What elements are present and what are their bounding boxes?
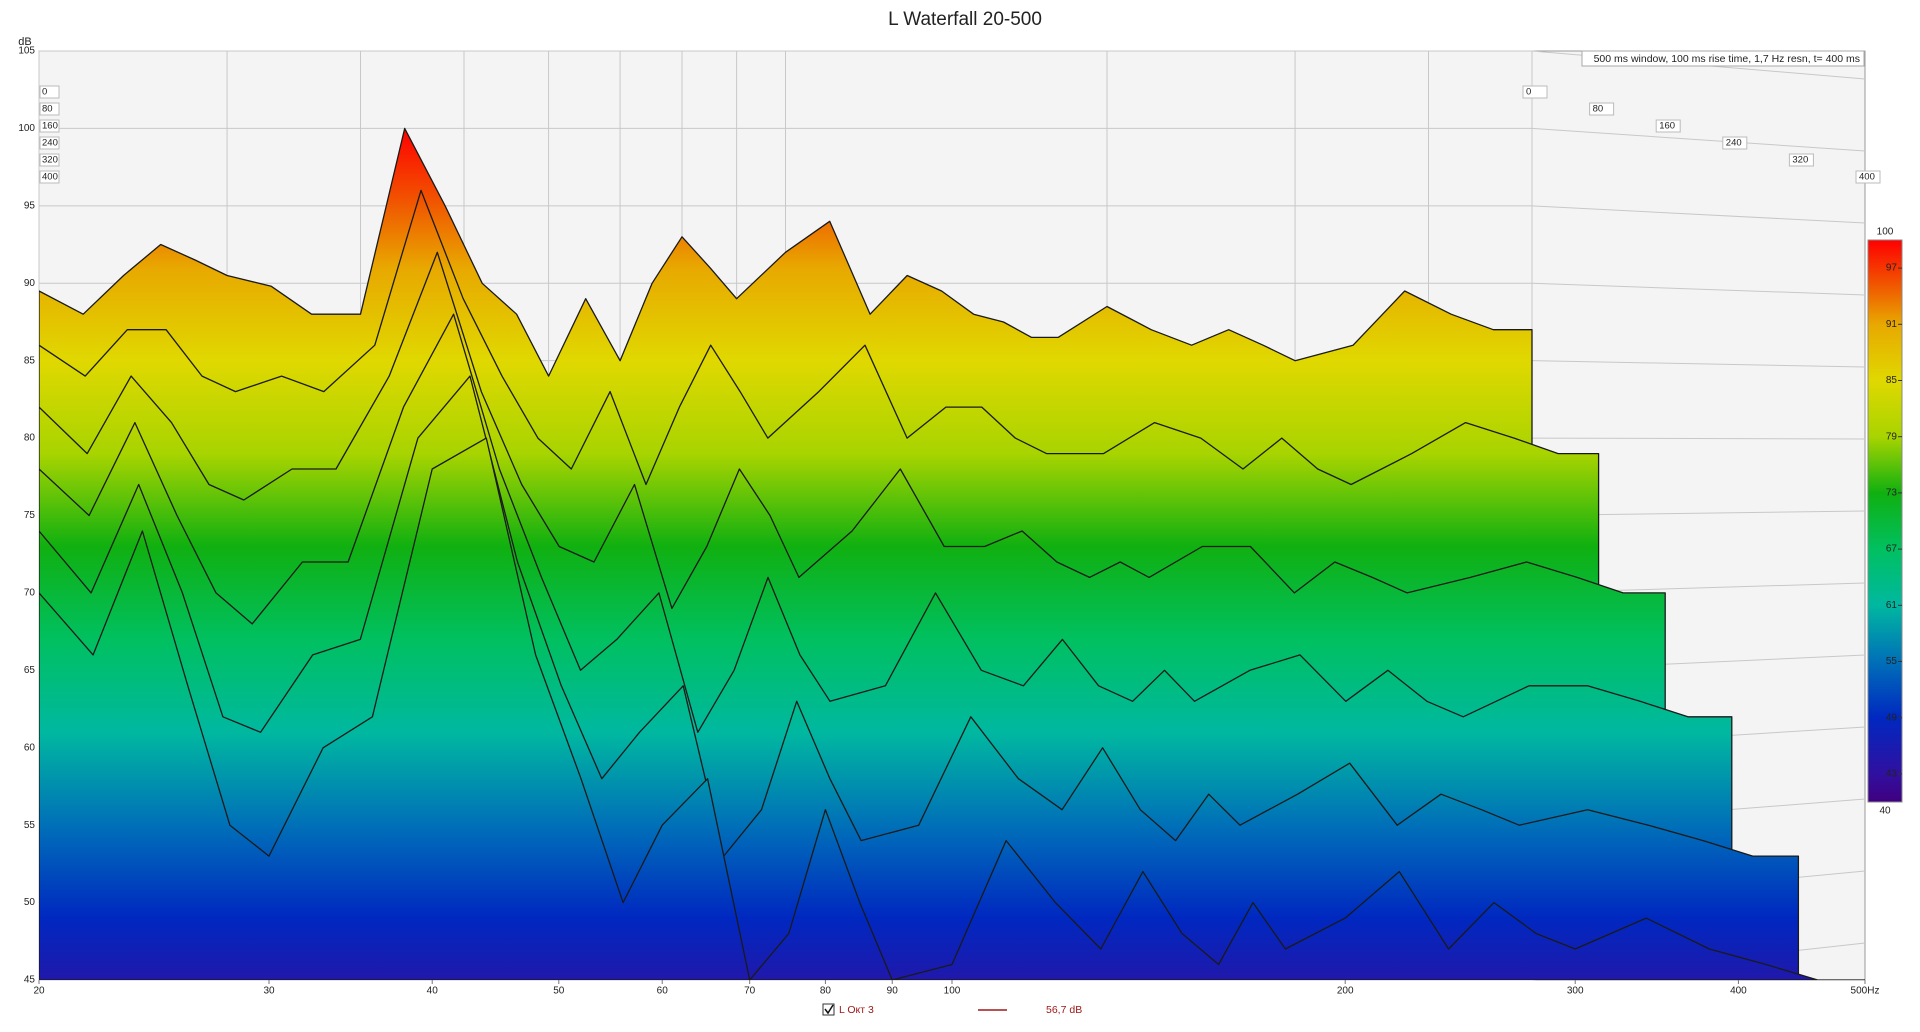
colorbar-tick-label: 73 [1886,488,1898,499]
y-tick-label: 80 [24,433,36,444]
labels: 0 0 80 80 160 160 240 240 320 320 400 400 45 50 55 60 65… [18,46,1881,997]
colorbar-tick-label: 97 [1886,263,1898,274]
y-axis-label: dB [18,36,31,48]
annotation: 500 ms window, 100 ms rise time, 1,7 Hz … [1594,53,1860,65]
x-tick-label: 90 [887,986,899,997]
time-label: 80 [42,104,53,115]
colorbar-tick-label: 67 [1886,544,1898,555]
y-tick-label: 65 [24,665,36,676]
y-tick-label: 100 [18,123,35,134]
y-tick-label: 50 [24,897,36,908]
y-tick-label: 85 [24,355,36,366]
time-label-box [1522,85,1548,99]
legend-checkbox[interactable] [822,1003,835,1016]
wall-line [1531,127,1866,152]
colorbar-tick-label: 91 [1886,319,1898,330]
time-label: 0 [1526,87,1531,98]
time-label: 320 [1792,155,1808,166]
time-label-box [1855,170,1881,184]
time-label-box [39,85,60,99]
x-tick-label: 20 [33,986,45,997]
x-tick-label: 70 [744,986,756,997]
x-tick-label: 200 [1337,986,1354,997]
colorbar-max: 100 [1877,227,1894,238]
wall-line [1531,360,1866,368]
x-tick-label: 40 [427,986,439,997]
x-tick-label: 500Hz [1851,986,1880,997]
colorbar-min: 40 [1879,806,1891,817]
colorbar-tick-label: 49 [1886,712,1898,723]
time-label: 320 [42,155,58,166]
legend-value: 56,7 dB [1046,1004,1082,1016]
x-tick-label: 50 [553,986,565,997]
y-tick-label: 90 [24,278,36,289]
time-label-box [39,136,60,150]
time-label: 240 [42,138,58,149]
y-tick-label: 45 [24,975,36,986]
wall-line [1531,282,1866,296]
x-tick-label: 100 [944,986,961,997]
time-label-box [1788,153,1814,167]
y-tick-label: 95 [24,200,36,211]
y-tick-label: 105 [18,46,35,57]
y-tick-label: 55 [24,820,36,831]
time-label: 160 [1659,121,1675,132]
colorbar-tick-label: 79 [1886,431,1898,442]
y-tick-label: 60 [24,742,36,753]
x-tick-label: 400 [1730,986,1747,997]
wall-line [1531,205,1866,224]
waterfall-slice [39,437,1865,980]
colorbar-tick-label: 61 [1886,600,1898,611]
time-label: 400 [1859,172,1875,183]
wall-line [1531,437,1866,440]
time-label-box [1722,136,1748,150]
annotation-box [1581,50,1865,67]
time-label-box [39,119,60,133]
colorbar-tick-label: 85 [1886,375,1898,386]
time-label-box [39,102,60,116]
legend-check [824,1004,834,1015]
time-label: 0 [42,87,47,98]
time-label: 400 [42,172,58,183]
x-tick-label: 80 [820,986,832,997]
time-label: 240 [1726,138,1742,149]
time-label-box [39,170,60,184]
y-tick-label: 70 [24,588,36,599]
colorbar-tick-label: 55 [1886,656,1898,667]
time-label-box [1589,102,1615,116]
y-tick-label: 75 [24,510,36,521]
colorbar-tick-label: 43 [1886,769,1898,780]
legend-label: L Окт 3 [839,1004,874,1016]
time-label: 80 [1593,104,1604,115]
colorbar [1867,239,1903,803]
slices [39,127,1865,980]
x-tick-label: 300 [1567,986,1584,997]
time-label-box [39,153,60,167]
chart-title: L Waterfall 20-500 [888,9,1042,30]
x-tick-label: 30 [263,986,275,997]
time-label-box [1655,119,1681,133]
x-tick-label: 60 [657,986,669,997]
time-label: 160 [42,121,58,132]
